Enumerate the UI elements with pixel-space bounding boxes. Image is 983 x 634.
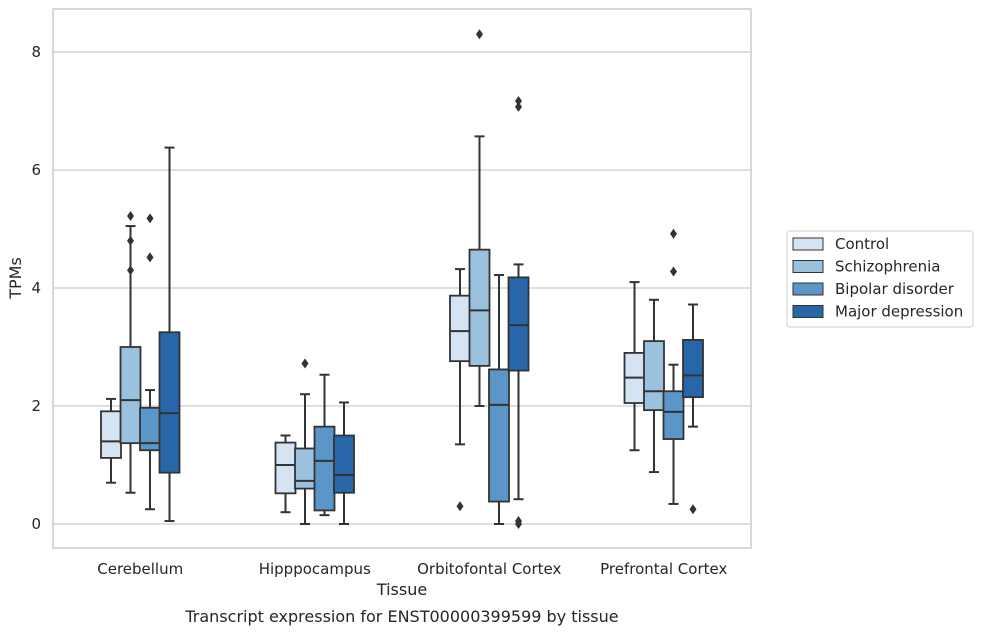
- outlier-point: [127, 211, 134, 222]
- box-iqr: [643, 340, 665, 412]
- y-axis-ticks: 0 2 4 6 8: [31, 43, 41, 533]
- legend: Control Schizophrenia Bipolar disorder Majo…: [786, 230, 974, 328]
- legend-swatch: [792, 237, 824, 251]
- box-bipolar-disorder: [313, 373, 336, 517]
- plot-area-frame: [52, 8, 752, 549]
- box-control: [449, 268, 471, 512]
- legend-label: Control: [835, 235, 889, 253]
- legend-label: Bipolar disorder: [835, 280, 955, 298]
- outlier-point: [127, 235, 134, 246]
- box-bipolar-disorder: [139, 213, 161, 511]
- y-tick-label: 6: [31, 161, 41, 179]
- box-iqr: [488, 368, 510, 503]
- outlier-point: [515, 95, 522, 106]
- legend-swatch: [792, 282, 824, 296]
- box-iqr: [507, 276, 530, 372]
- outlier-point: [670, 266, 677, 277]
- box-iqr: [100, 410, 122, 459]
- x-tick-label: Orbitofontal Cortex: [417, 560, 561, 578]
- box-iqr: [468, 248, 491, 367]
- y-tick-label: 2: [31, 397, 41, 415]
- outlier-point: [476, 29, 483, 40]
- box-major-depression: [682, 303, 704, 515]
- boxes: [100, 29, 704, 529]
- legend-swatch: [792, 305, 824, 318]
- x-axis-label: Tissue: [376, 580, 427, 599]
- y-tick-label: 0: [31, 515, 41, 533]
- y-tick-label: 4: [31, 279, 41, 297]
- y-axis-label: TPMs: [6, 257, 25, 300]
- box-schizophrenia: [294, 358, 316, 525]
- box-bipolar-disorder: [662, 228, 685, 505]
- box-iqr: [682, 339, 704, 399]
- box-iqr: [274, 441, 297, 495]
- outlier-point: [515, 519, 522, 529]
- outlier-point: [456, 501, 464, 512]
- x-tick-label: Cerebellum: [97, 560, 183, 578]
- x-axis-ticks: Cerebellum Hipppocampus Orbitofontal Corte…: [97, 560, 727, 578]
- outlier-point: [127, 265, 134, 276]
- gridlines: [53, 51, 751, 525]
- box-iqr: [294, 447, 316, 490]
- box-major-depression: [507, 95, 530, 529]
- legend-swatch: [792, 260, 824, 273]
- box-schizophrenia: [468, 29, 491, 407]
- x-tick-label: Hipppocampus: [259, 560, 371, 578]
- outlier-point: [689, 504, 697, 515]
- outlier-point: [515, 101, 522, 112]
- outlier-point: [146, 213, 154, 224]
- box-iqr: [449, 294, 471, 363]
- outlier-point: [670, 228, 677, 239]
- y-tick-label: 8: [31, 43, 41, 61]
- legend-label: Major depression: [835, 303, 963, 321]
- box-schizophrenia: [119, 211, 142, 494]
- box-bipolar-disorder: [488, 274, 510, 525]
- box-iqr: [313, 425, 336, 512]
- x-tick-label: Prefrontal Cortex: [600, 560, 727, 578]
- chart-caption: Transcript expression for ENST0000039959…: [184, 607, 618, 626]
- box-iqr: [662, 390, 685, 440]
- box-iqr: [158, 331, 181, 474]
- box-control: [100, 397, 122, 484]
- legend-label: Schizophrenia: [835, 258, 940, 276]
- outlier-point: [301, 358, 309, 369]
- box-control: [274, 434, 297, 514]
- box-iqr: [119, 346, 142, 445]
- box-control: [623, 281, 646, 452]
- outlier-point: [146, 252, 154, 263]
- legend-frame: [786, 230, 974, 328]
- box-major-depression: [333, 401, 355, 525]
- box-schizophrenia: [643, 298, 665, 474]
- box-major-depression: [158, 146, 181, 523]
- box-iqr: [333, 434, 355, 494]
